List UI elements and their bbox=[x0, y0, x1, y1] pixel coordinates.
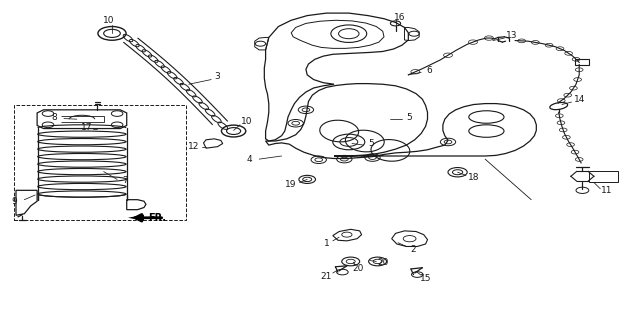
Text: 20: 20 bbox=[353, 264, 364, 273]
Text: 20: 20 bbox=[377, 258, 388, 267]
Text: 2: 2 bbox=[410, 245, 415, 254]
Text: 10: 10 bbox=[241, 117, 252, 126]
Text: 13: 13 bbox=[506, 32, 518, 40]
Text: 18: 18 bbox=[468, 173, 479, 182]
Text: 3: 3 bbox=[215, 72, 220, 81]
Text: 4: 4 bbox=[247, 155, 252, 163]
Text: 7: 7 bbox=[122, 177, 127, 185]
Polygon shape bbox=[128, 215, 144, 221]
Text: FR.: FR. bbox=[148, 213, 166, 223]
Text: 19: 19 bbox=[285, 180, 297, 189]
Bar bbox=[575, 59, 589, 65]
Text: 21: 21 bbox=[321, 272, 332, 280]
Text: 16: 16 bbox=[394, 13, 406, 22]
Bar bbox=[14, 105, 186, 220]
Text: 10: 10 bbox=[103, 16, 115, 25]
Text: 17: 17 bbox=[81, 124, 92, 132]
Text: 8: 8 bbox=[52, 113, 57, 121]
Text: 15: 15 bbox=[420, 274, 431, 283]
Text: 5: 5 bbox=[369, 139, 374, 148]
Bar bbox=[589, 171, 618, 182]
Text: 12: 12 bbox=[188, 142, 199, 151]
Text: 1: 1 bbox=[324, 240, 329, 248]
Text: 14: 14 bbox=[573, 95, 585, 104]
Text: 6: 6 bbox=[426, 66, 431, 75]
Text: 5: 5 bbox=[407, 113, 412, 121]
Text: 9: 9 bbox=[12, 197, 17, 206]
Text: 11: 11 bbox=[601, 186, 612, 195]
